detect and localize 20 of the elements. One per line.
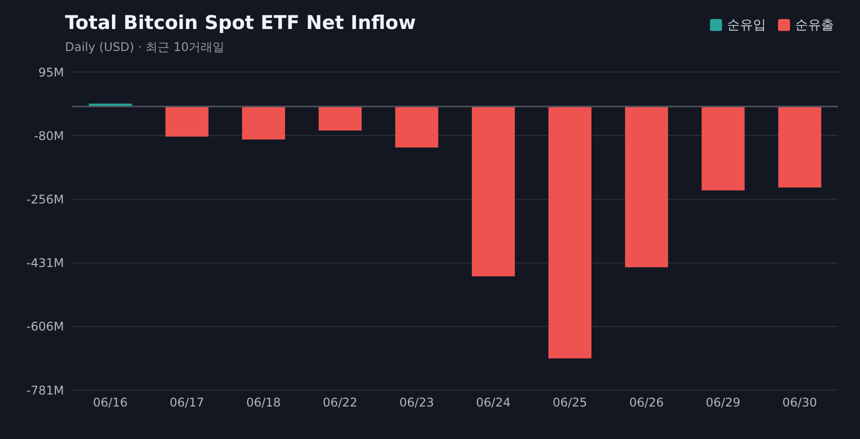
x-tick-label: 06/16 (93, 396, 128, 410)
x-tick-label: 06/18 (246, 396, 281, 410)
x-tick-label: 06/24 (476, 396, 511, 410)
x-tick-label: 06/30 (782, 396, 817, 410)
y-tick-label: -80M (34, 128, 64, 143)
y-tick-label: -781M (26, 383, 64, 398)
chart-title: Total Bitcoin Spot ETF Net Inflow (65, 12, 416, 34)
y-tick-label: 95M (38, 65, 64, 80)
x-tick-label: 06/17 (170, 396, 204, 410)
y-tick-label: -431M (26, 256, 64, 270)
x-tick-label: 06/25 (552, 396, 588, 410)
x-tick-label: 06/23 (399, 396, 434, 410)
legend-label: 순유입 (727, 17, 766, 34)
x-tick-label: 06/29 (706, 396, 740, 410)
x-tick-label: 06/22 (322, 396, 358, 410)
x-tick-label: 06/26 (629, 396, 664, 410)
chart-subtitle: Daily (USD) · 최근 10거래일 (65, 39, 225, 56)
legend-label: 순유출 (795, 17, 834, 34)
y-tick-label: -606M (26, 320, 64, 334)
y-tick-label: -256M (26, 192, 64, 207)
